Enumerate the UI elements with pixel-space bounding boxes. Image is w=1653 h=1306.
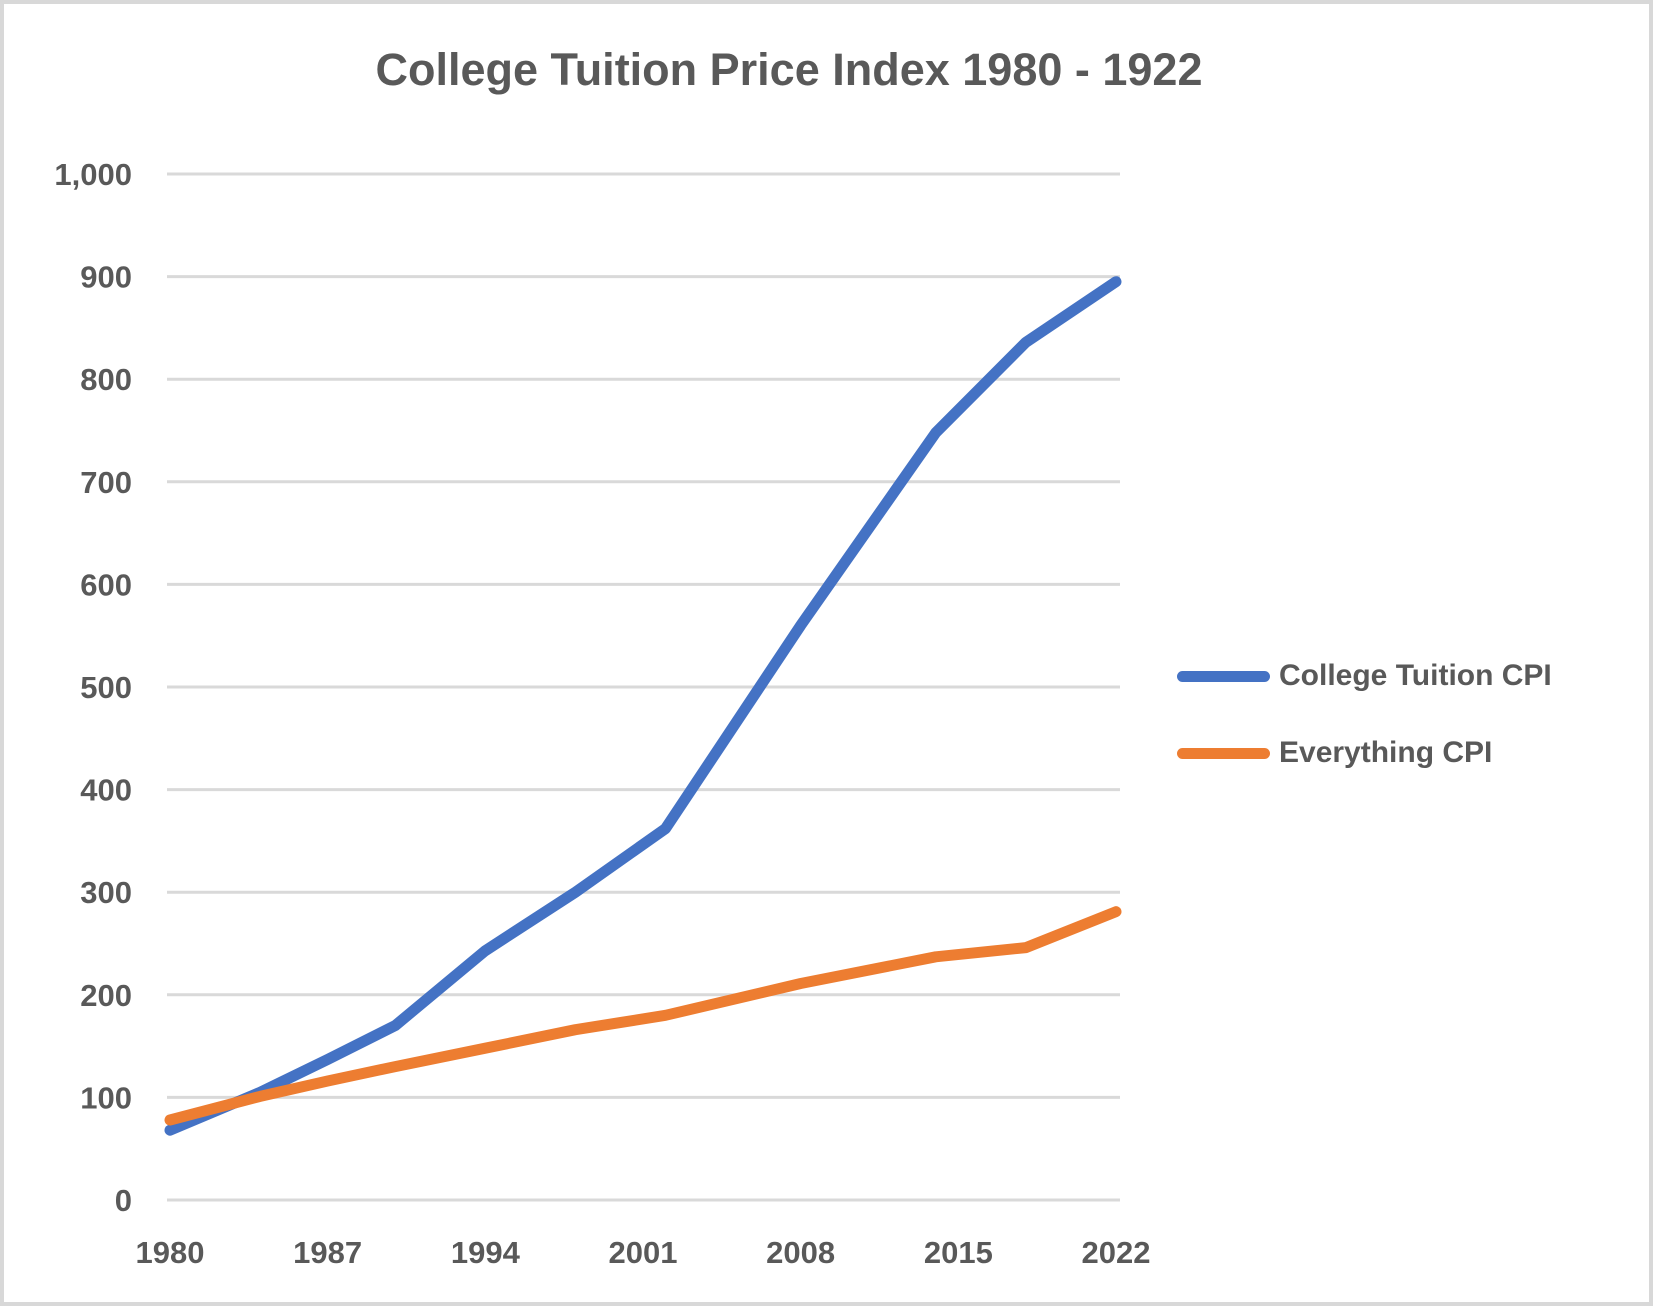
legend-swatch-everything-cpi: [1177, 747, 1270, 759]
legend-label-everything-cpi: Everything CPI: [1279, 736, 1493, 769]
x-tick-label: 1980: [136, 1235, 205, 1270]
legend-label-college-tuition-cpi: College Tuition CPI: [1279, 659, 1552, 692]
x-tick-label: 2008: [766, 1235, 835, 1270]
y-tick-label: 200: [80, 978, 132, 1013]
y-tick-label: 0: [115, 1183, 132, 1218]
y-tick-label: 300: [80, 875, 132, 910]
series-line-college-tuition-cpi: [164, 276, 1122, 1136]
legend-swatch-college-tuition-cpi: [1177, 670, 1270, 682]
y-tick-label: 500: [80, 670, 132, 705]
y-tick-label: 100: [80, 1080, 132, 1115]
chart-title: College Tuition Price Index 1980 - 1922: [375, 44, 1203, 95]
x-tick-label: 2022: [1082, 1235, 1151, 1270]
y-tick-label: 1,000: [54, 157, 132, 192]
x-tick-label: 2015: [924, 1235, 993, 1270]
y-tick-label: 700: [80, 465, 132, 500]
x-tick-label: 2001: [609, 1235, 678, 1270]
legend: College Tuition CPI Everything CPI: [1177, 654, 1552, 775]
y-tick-label: 400: [80, 773, 132, 808]
x-tick-label: 1994: [451, 1235, 521, 1270]
y-tick-label: 600: [80, 567, 132, 602]
legend-item-everything-cpi: Everything CPI: [1177, 731, 1552, 775]
legend-item-college-tuition-cpi: College Tuition CPI: [1177, 654, 1552, 698]
y-tick-label: 900: [80, 260, 132, 295]
plot-area: 0 100 200 300 400 500 600 700 800 900 1,000 1980 198…: [54, 157, 1151, 1270]
y-tick-label: 800: [80, 362, 132, 397]
x-tick-label: 1987: [293, 1235, 362, 1270]
series-line-everything-cpi: [164, 906, 1122, 1126]
